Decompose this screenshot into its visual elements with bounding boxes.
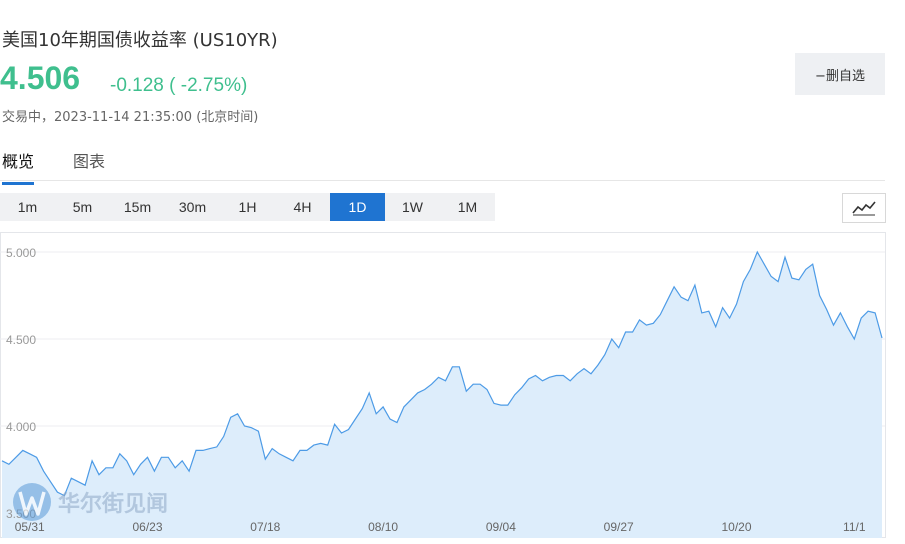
x-tick-label: 11/1 — [843, 520, 866, 534]
period-selector: 1m 5m 15m 30m 1H 4H 1D 1W 1M — [0, 193, 495, 221]
area-fill — [2, 252, 882, 538]
x-tick-label: 09/04 — [486, 520, 516, 534]
period-1w[interactable]: 1W — [402, 199, 423, 215]
x-tick-label: 07/18 — [250, 520, 280, 534]
x-tick-label: 06/23 — [132, 520, 162, 534]
period-1mo[interactable]: 1M — [457, 199, 478, 215]
tab-chart[interactable]: 图表 — [73, 152, 106, 171]
y-tick-label: 4.000 — [6, 420, 36, 434]
trading-status: 交易中，2023-11-14 21:35:00 (北京时间) — [2, 110, 259, 125]
y-tick-label: 5.000 — [6, 246, 36, 260]
last-price: 4.506 — [0, 60, 81, 96]
period-1h[interactable]: 1H — [238, 199, 257, 215]
price-change: -0.128 ( -2.75%) — [110, 75, 248, 96]
x-tick-label: 05/31 — [15, 520, 45, 534]
x-tick-label: 08/10 — [368, 520, 398, 534]
period-5m[interactable]: 5m — [72, 199, 93, 215]
period-1d[interactable]: 1D — [330, 193, 385, 221]
tab-bar: 概览 图表 — [0, 140, 885, 185]
series-line — [1, 250, 883, 497]
watermark: 华尔街见闻 — [13, 483, 168, 521]
chart-type-button[interactable] — [842, 193, 886, 223]
x-tick-label: 09/27 — [604, 520, 634, 534]
tab-overview[interactable]: 概览 — [2, 148, 35, 185]
x-tick-label: 10/20 — [721, 520, 751, 534]
remove-watchlist-button[interactable]: −删自选 — [795, 53, 885, 95]
period-1m[interactable]: 1m — [17, 199, 38, 215]
period-15m[interactable]: 15m — [123, 199, 152, 215]
wallstreetcn-logo-icon — [13, 483, 51, 521]
y-tick-label: 4.500 — [6, 333, 36, 347]
line-chart-icon — [852, 201, 876, 216]
period-4h[interactable]: 4H — [293, 199, 312, 215]
instrument-title: 美国10年期国债收益率 (US10YR) — [2, 30, 278, 51]
yield-chart: 3.5004.0004.5005.00005/3106/2307/1808/10… — [0, 232, 886, 538]
period-30m[interactable]: 30m — [178, 199, 207, 215]
watermark-text: 华尔街见闻 — [58, 491, 168, 517]
